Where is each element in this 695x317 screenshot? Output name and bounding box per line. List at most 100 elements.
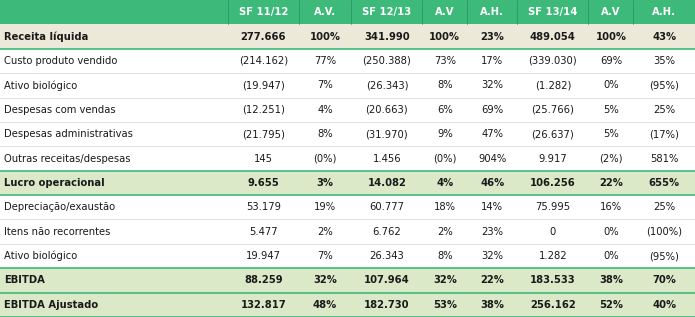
Text: 32%: 32% [433, 275, 457, 285]
Bar [517, 219, 589, 244]
Bar [467, 24, 517, 49]
Text: (26.637): (26.637) [532, 129, 574, 139]
Bar [0, 49, 228, 73]
Text: 88.259: 88.259 [244, 275, 283, 285]
Bar [633, 195, 695, 219]
Text: 46%: 46% [480, 178, 505, 188]
Bar [299, 268, 352, 293]
Text: 35%: 35% [653, 56, 675, 66]
Text: Outras receitas/despesas: Outras receitas/despesas [4, 153, 131, 164]
Text: A.H.: A.H. [480, 7, 505, 17]
Bar [517, 268, 589, 293]
Text: (26.343): (26.343) [366, 80, 408, 90]
Bar [0, 98, 228, 122]
Text: Depreciação/exaustão: Depreciação/exaustão [4, 202, 115, 212]
Text: 32%: 32% [313, 275, 337, 285]
Text: 22%: 22% [480, 275, 505, 285]
Bar [517, 293, 589, 317]
Text: (19.947): (19.947) [242, 80, 285, 90]
Text: Despesas administrativas: Despesas administrativas [4, 129, 133, 139]
Bar [589, 195, 633, 219]
Bar [517, 195, 589, 219]
Text: 1.456: 1.456 [373, 153, 401, 164]
Bar [299, 122, 352, 146]
Bar [517, 49, 589, 73]
Bar [423, 0, 467, 24]
Bar [633, 24, 695, 49]
Text: (2%): (2%) [599, 153, 623, 164]
Text: 9.917: 9.917 [539, 153, 567, 164]
Text: 0: 0 [550, 227, 556, 237]
Bar [589, 268, 633, 293]
Text: 8%: 8% [318, 129, 333, 139]
Bar [517, 122, 589, 146]
Text: 17%: 17% [481, 56, 503, 66]
Bar [517, 24, 589, 49]
Text: 22%: 22% [599, 178, 623, 188]
Text: 23%: 23% [480, 32, 505, 42]
Text: 8%: 8% [437, 80, 452, 90]
Bar [423, 195, 467, 219]
Text: (100%): (100%) [646, 227, 682, 237]
Bar [467, 98, 517, 122]
Text: A.H.: A.H. [652, 7, 676, 17]
Bar [352, 244, 423, 268]
Text: SF 13/14: SF 13/14 [528, 7, 578, 17]
Bar [352, 98, 423, 122]
Bar [0, 244, 228, 268]
Bar [0, 122, 228, 146]
Bar [517, 73, 589, 98]
Bar [0, 24, 228, 49]
Text: (20.663): (20.663) [366, 105, 408, 115]
Bar [589, 49, 633, 73]
Text: A.V: A.V [601, 7, 621, 17]
Bar [352, 268, 423, 293]
Text: 23%: 23% [482, 227, 503, 237]
Text: 14.082: 14.082 [368, 178, 407, 188]
Text: A.V: A.V [435, 7, 455, 17]
Text: 19.947: 19.947 [246, 251, 281, 261]
Bar [467, 122, 517, 146]
Text: 69%: 69% [481, 105, 503, 115]
Bar [0, 268, 228, 293]
Text: EBITDA: EBITDA [4, 275, 45, 285]
Text: SF 12/13: SF 12/13 [362, 7, 411, 17]
Text: (31.970): (31.970) [366, 129, 408, 139]
Bar [299, 244, 352, 268]
Bar [0, 146, 228, 171]
Bar [633, 49, 695, 73]
Bar [228, 268, 299, 293]
Text: 0%: 0% [603, 251, 619, 261]
Text: 26.343: 26.343 [370, 251, 404, 261]
Text: EBITDA Ajustado: EBITDA Ajustado [4, 300, 98, 310]
Text: 256.162: 256.162 [530, 300, 575, 310]
Text: (21.795): (21.795) [242, 129, 285, 139]
Text: (12.251): (12.251) [242, 105, 285, 115]
Bar [299, 171, 352, 195]
Text: (0%): (0%) [433, 153, 457, 164]
Text: 100%: 100% [309, 32, 341, 42]
Text: Ativo biológico: Ativo biológico [4, 251, 77, 261]
Bar [423, 244, 467, 268]
Text: 32%: 32% [482, 80, 503, 90]
Bar [228, 49, 299, 73]
Text: (214.162): (214.162) [239, 56, 288, 66]
Bar [589, 0, 633, 24]
Bar [589, 219, 633, 244]
Bar [228, 0, 299, 24]
Bar [352, 73, 423, 98]
Text: 73%: 73% [434, 56, 456, 66]
Bar [633, 98, 695, 122]
Bar [467, 244, 517, 268]
Bar [228, 122, 299, 146]
Text: 48%: 48% [313, 300, 337, 310]
Text: 0%: 0% [603, 80, 619, 90]
Bar [467, 171, 517, 195]
Bar [633, 146, 695, 171]
Text: (95%): (95%) [649, 80, 679, 90]
Bar [0, 219, 228, 244]
Text: 70%: 70% [652, 275, 676, 285]
Bar [299, 0, 352, 24]
Bar [517, 98, 589, 122]
Text: 38%: 38% [599, 275, 623, 285]
